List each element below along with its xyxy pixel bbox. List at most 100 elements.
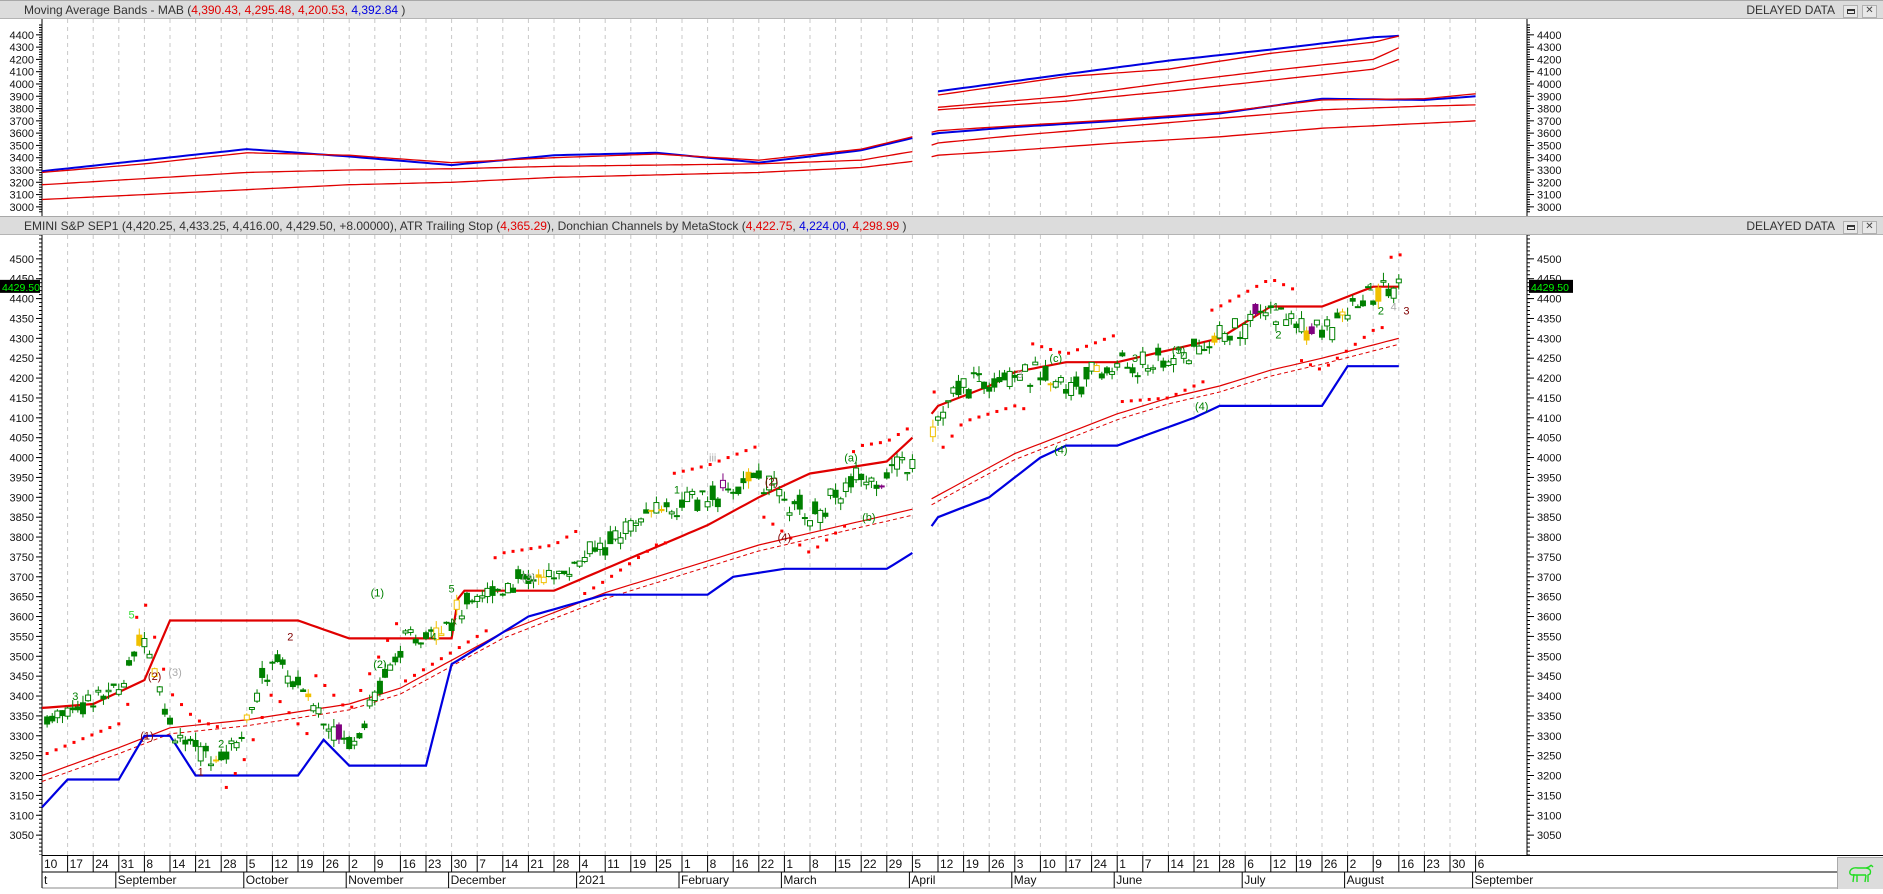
svg-text:4300: 4300 (1537, 333, 1561, 345)
svg-text:iii: iii (709, 453, 716, 465)
svg-text:4350: 4350 (10, 313, 34, 325)
svg-text:1: 1 (1368, 282, 1374, 294)
svg-text:3: 3 (1132, 353, 1138, 365)
maximize-panel-button[interactable] (1843, 4, 1858, 18)
svg-text:12: 12 (1273, 857, 1287, 871)
svg-text:3: 3 (1403, 305, 1409, 317)
svg-text:14: 14 (505, 857, 519, 871)
maximize-icon (1846, 8, 1855, 14)
svg-text:3800: 3800 (1537, 104, 1561, 116)
close-icon: ✕ (1865, 5, 1874, 16)
svg-text:10: 10 (44, 857, 58, 871)
svg-text:31: 31 (121, 857, 135, 871)
svg-text:1: 1 (786, 857, 793, 871)
svg-text:1: 1 (976, 373, 982, 385)
close-panel-button[interactable]: ✕ (1862, 4, 1877, 18)
svg-text:3650: 3650 (1537, 592, 1561, 604)
svg-text:3400: 3400 (1537, 691, 1561, 703)
svg-text:3200: 3200 (10, 177, 34, 189)
svg-text:4250: 4250 (10, 353, 34, 365)
svg-text:3200: 3200 (10, 771, 34, 783)
svg-text:October: October (246, 873, 289, 887)
svg-text:4050: 4050 (10, 433, 34, 445)
date-axis[interactable]: 10 17 24 31 8 14 21 28 5 12 19 26 2 9 16 23 30 7 14 21 28 4 11… (0, 855, 1883, 889)
svg-text:4150: 4150 (1537, 393, 1561, 405)
price-chart[interactable]: 3050 3050 3100 3100 3150 3150 3200 3200 3250 3250… (0, 234, 1883, 856)
svg-text:May: May (1014, 873, 1037, 887)
svg-text:August: August (1347, 873, 1385, 887)
svg-text:17: 17 (1068, 857, 1082, 871)
svg-text:21: 21 (530, 857, 544, 871)
svg-text:16: 16 (1401, 857, 1415, 871)
svg-text:3850: 3850 (10, 512, 34, 524)
maximize-panel-button-2[interactable] (1843, 220, 1858, 234)
svg-text:(4): (4) (1195, 401, 1208, 413)
svg-text:26: 26 (1324, 857, 1338, 871)
mab-chart[interactable]: 3000 3000 3100 3100 3200 3200 3300 3300 3400 3400… (0, 19, 1883, 216)
mab-middle-value: 4,295.48 (244, 3, 292, 17)
svg-text:3350: 3350 (1537, 711, 1561, 723)
svg-text:4100: 4100 (10, 67, 34, 79)
top-panel-title: Moving Average Bands - MAB (4,390.43, 4,… (24, 3, 406, 17)
svg-text:24: 24 (95, 857, 109, 871)
svg-text:23: 23 (1426, 857, 1440, 871)
svg-text:4000: 4000 (1537, 79, 1561, 91)
svg-text:4050: 4050 (1537, 433, 1561, 445)
delayed-data-label-2: DELAYED DATA (1746, 219, 1835, 233)
donchian-upper-value: 4,422.75 (745, 219, 793, 233)
svg-text:21: 21 (1196, 857, 1210, 871)
svg-text:3500: 3500 (1537, 651, 1561, 663)
svg-text:8: 8 (710, 857, 717, 871)
svg-text:4400: 4400 (10, 30, 34, 42)
svg-text:30: 30 (454, 857, 468, 871)
svg-text:March: March (783, 873, 816, 887)
svg-text:28: 28 (223, 857, 237, 871)
svg-text:3800: 3800 (1537, 532, 1561, 544)
svg-text:3550: 3550 (1537, 631, 1561, 643)
atr-stop-value: 4,365.29 (500, 219, 547, 233)
svg-text:6: 6 (1478, 857, 1485, 871)
bull-icon (1848, 864, 1873, 882)
svg-text:(3): (3) (522, 572, 535, 584)
svg-text:4250: 4250 (1537, 353, 1561, 365)
svg-text:(2): (2) (765, 476, 778, 488)
svg-text:3400: 3400 (10, 153, 34, 165)
svg-text:November: November (348, 873, 403, 887)
svg-text:1: 1 (1119, 857, 1126, 871)
svg-text:4: 4 (1391, 302, 1397, 314)
svg-text:1: 1 (674, 484, 680, 496)
svg-text:3600: 3600 (10, 128, 34, 140)
svg-text:1: 1 (684, 857, 691, 871)
svg-text:28: 28 (556, 857, 570, 871)
mab-price-value: 4,392.84 (351, 3, 399, 17)
svg-text:8: 8 (146, 857, 153, 871)
svg-text:3350: 3350 (10, 711, 34, 723)
svg-text:2: 2 (218, 739, 224, 751)
svg-text:3700: 3700 (1537, 572, 1561, 584)
svg-text:3150: 3150 (10, 790, 34, 802)
svg-text:5: 5 (449, 584, 455, 596)
svg-text:3050: 3050 (10, 830, 34, 842)
svg-text:(a): (a) (844, 453, 857, 465)
svg-text:4100: 4100 (1537, 67, 1561, 79)
svg-text:26: 26 (991, 857, 1005, 871)
svg-text:4300: 4300 (10, 42, 34, 54)
svg-text:3: 3 (1017, 369, 1023, 381)
svg-text:3100: 3100 (1537, 810, 1561, 822)
svg-text:3300: 3300 (10, 165, 34, 177)
svg-text:4300: 4300 (10, 333, 34, 345)
close-panel-button-2[interactable]: ✕ (1862, 220, 1877, 234)
svg-text:3850: 3850 (1537, 512, 1561, 524)
svg-text:3100: 3100 (10, 190, 34, 202)
svg-text:17: 17 (70, 857, 84, 871)
svg-text:3000: 3000 (10, 202, 34, 214)
svg-text:4000: 4000 (10, 453, 34, 465)
svg-text:(b): (b) (862, 512, 875, 524)
svg-text:30: 30 (1452, 857, 1466, 871)
donchian-mid-value: 4,298.99 (852, 219, 900, 233)
svg-text:1: 1 (1273, 302, 1279, 314)
svg-text:(3): (3) (168, 667, 181, 679)
bull-logo-button[interactable] (1837, 857, 1883, 889)
svg-text:14: 14 (172, 857, 186, 871)
